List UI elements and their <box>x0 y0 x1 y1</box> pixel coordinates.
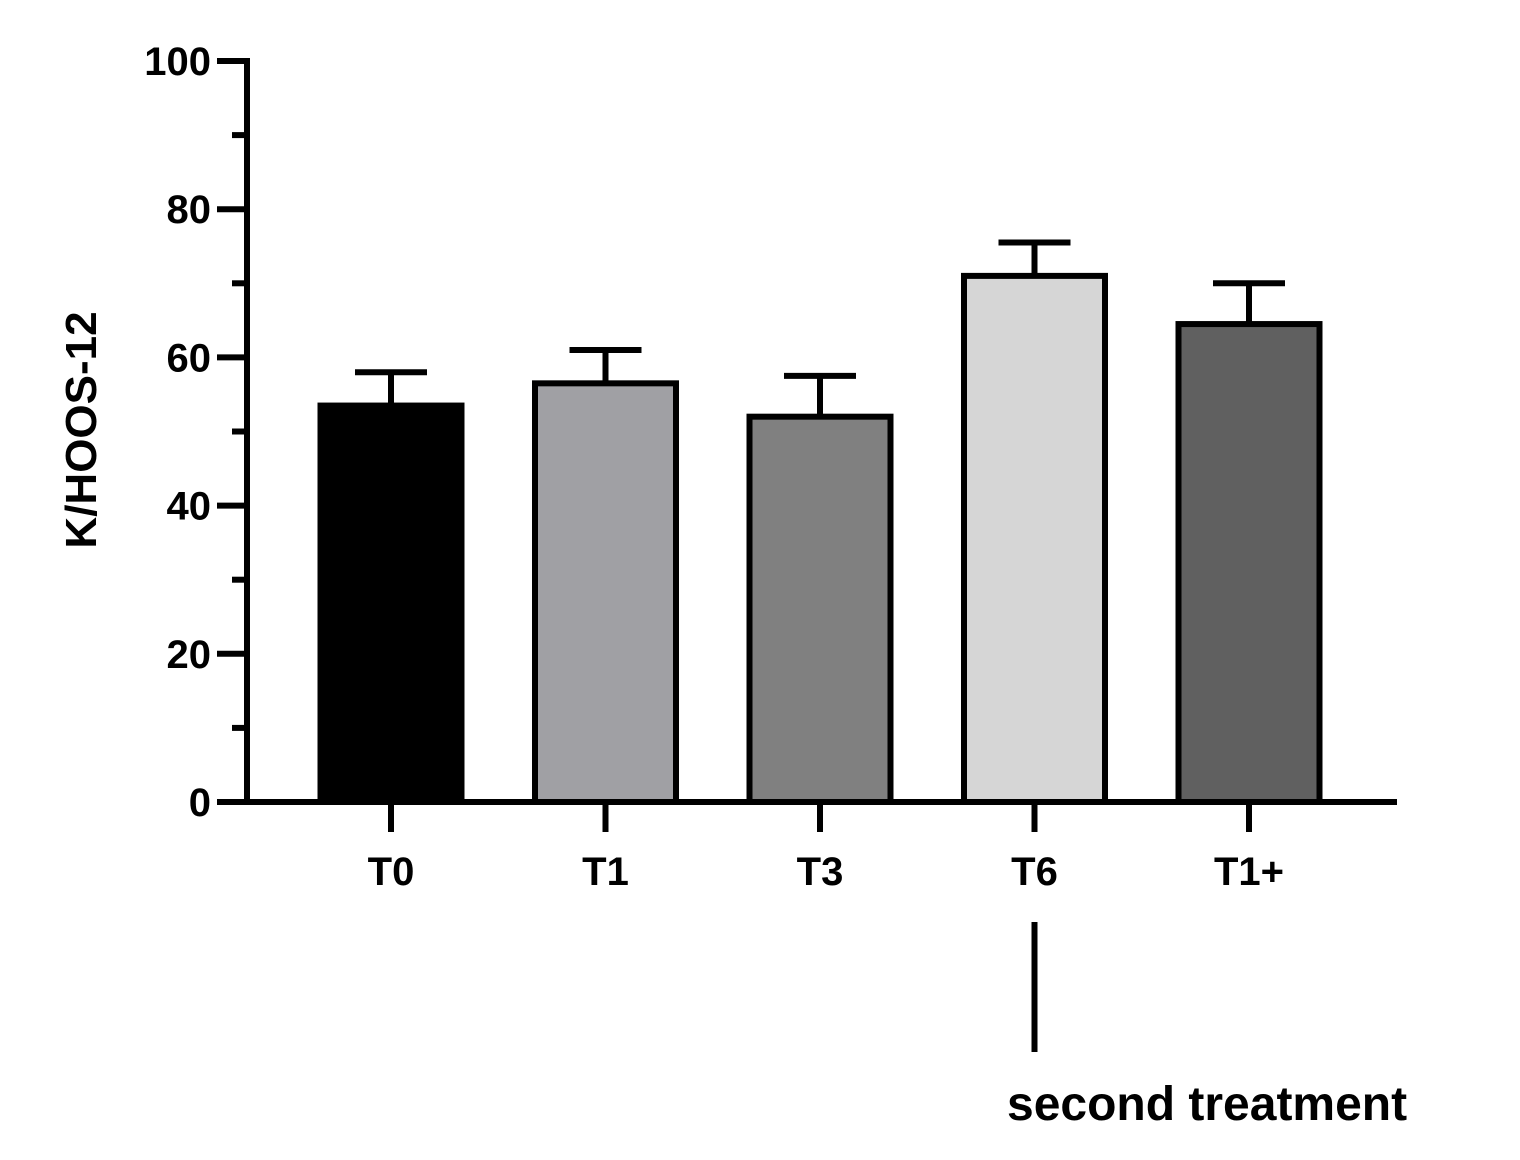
y-tick-label-80: 80 <box>167 188 212 232</box>
error-bars-layer <box>355 239 1285 417</box>
bar-t0 <box>317 402 465 805</box>
y-axis-title: K/HOOS-12 <box>57 311 106 548</box>
bars-layer <box>317 272 1323 805</box>
x-tick-label-t6: T6 <box>1011 850 1058 894</box>
y-tick-label-60: 60 <box>167 336 212 380</box>
x-tick-label-t3: T3 <box>797 850 844 894</box>
labels-layer: T0 T1 T3 T6 T1+ 0 20 40 60 80 100 <box>144 40 1284 894</box>
y-tick-label-0: 0 <box>189 781 211 825</box>
x-tick-label-t1: T1 <box>582 850 629 894</box>
bar-t1-plus <box>1175 321 1323 805</box>
x-tick-label-t0: T0 <box>368 850 415 894</box>
bar-t1 <box>532 380 679 805</box>
axes-layer <box>217 58 1397 832</box>
y-tick-label-40: 40 <box>167 485 212 529</box>
annotation-label: second treatment <box>1007 1078 1407 1131</box>
y-tick-label-20: 20 <box>167 633 212 677</box>
bar-t6 <box>961 272 1108 805</box>
y-tick-label-100: 100 <box>144 40 211 84</box>
bar-t3 <box>746 413 894 805</box>
x-tick-label-t1-plus: T1+ <box>1214 850 1284 894</box>
